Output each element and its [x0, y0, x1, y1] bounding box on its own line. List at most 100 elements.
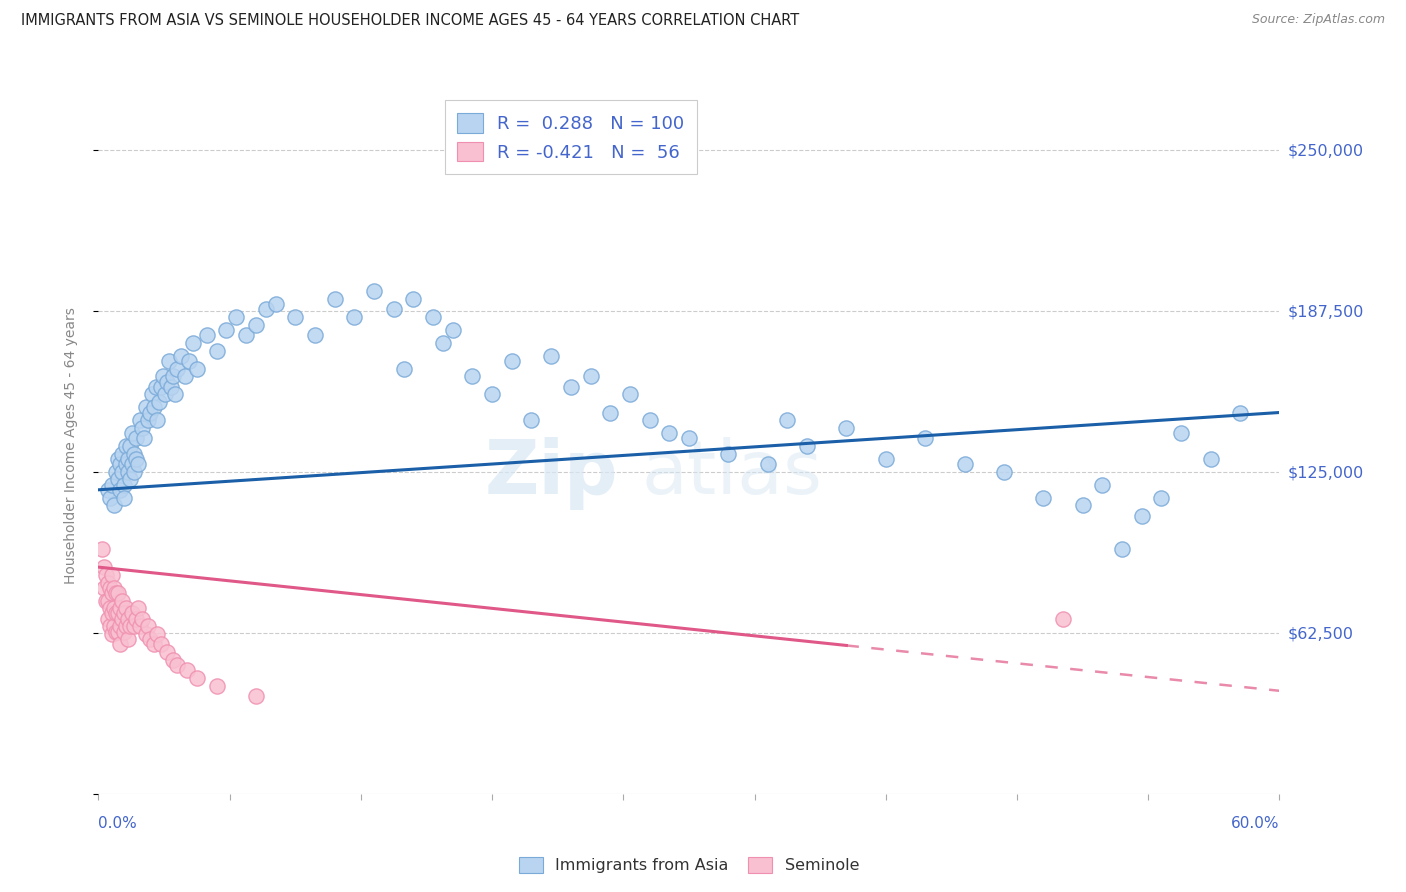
Point [245, 318, 267, 332]
Point [107, 451, 129, 466]
Point [111, 465, 134, 479]
Point [121, 426, 143, 441]
Point [162, 369, 184, 384]
Point [105, 465, 128, 479]
Point [141, 387, 163, 401]
Point [111, 612, 134, 626]
Point [579, 369, 602, 384]
Point [128, 413, 150, 427]
Point [264, 297, 287, 311]
Point [323, 292, 346, 306]
Point [461, 369, 484, 384]
Point [520, 413, 543, 427]
Point [402, 292, 425, 306]
Point [166, 361, 188, 376]
Point [101, 586, 124, 600]
Point [170, 349, 193, 363]
Legend: R =  0.288   N = 100, R = -0.421   N =  56: R = 0.288 N = 100, R = -0.421 N = 56 [444, 100, 697, 174]
Point [108, 483, 131, 497]
Point [1091, 477, 1114, 491]
Point [107, 624, 129, 639]
Point [115, 619, 138, 633]
Point [152, 369, 174, 384]
Point [560, 380, 582, 394]
Point [165, 387, 187, 401]
Point [481, 387, 503, 401]
Point [160, 380, 183, 394]
Point [91, 542, 114, 557]
Point [1130, 508, 1153, 523]
Point [501, 354, 523, 368]
Point [756, 457, 779, 471]
Point [121, 457, 143, 471]
Point [108, 601, 131, 615]
Point [186, 361, 208, 376]
Point [205, 679, 228, 693]
Point [343, 310, 366, 325]
Point [122, 465, 145, 479]
Point [122, 619, 145, 633]
Point [103, 619, 125, 633]
Point [93, 560, 115, 574]
Point [118, 619, 141, 633]
Point [155, 387, 177, 401]
Point [953, 457, 976, 471]
Point [107, 607, 129, 621]
Point [131, 612, 153, 626]
Point [177, 354, 200, 368]
Point [105, 624, 128, 639]
Point [1199, 451, 1222, 466]
Point [363, 285, 385, 299]
Point [115, 601, 138, 615]
Point [181, 335, 204, 350]
Point [245, 689, 267, 703]
Point [215, 323, 238, 337]
Point [156, 375, 179, 389]
Point [1032, 491, 1054, 505]
Point [108, 637, 131, 651]
Text: Zip: Zip [485, 437, 619, 510]
Point [107, 586, 129, 600]
Point [93, 581, 115, 595]
Point [157, 354, 180, 368]
Point [115, 439, 138, 453]
Point [98, 581, 121, 595]
Point [125, 431, 148, 445]
Point [392, 361, 415, 376]
Point [101, 477, 124, 491]
Point [101, 607, 124, 621]
Point [105, 607, 128, 621]
Point [150, 637, 173, 651]
Point [1170, 426, 1192, 441]
Point [599, 405, 621, 419]
Legend: Immigrants from Asia, Seminole: Immigrants from Asia, Seminole [512, 850, 866, 880]
Point [142, 637, 165, 651]
Point [422, 310, 444, 325]
Point [132, 431, 155, 445]
Point [205, 343, 228, 358]
Point [135, 401, 157, 415]
Point [166, 658, 188, 673]
Point [127, 457, 149, 471]
Point [914, 431, 936, 445]
Point [195, 328, 218, 343]
Point [382, 302, 405, 317]
Point [176, 663, 198, 677]
Point [121, 607, 143, 621]
Point [678, 431, 700, 445]
Point [125, 451, 148, 466]
Point [98, 601, 121, 615]
Point [135, 627, 157, 641]
Text: 60.0%: 60.0% [1232, 816, 1279, 831]
Point [97, 612, 120, 626]
Point [98, 619, 121, 633]
Point [776, 413, 799, 427]
Point [96, 593, 118, 607]
Point [117, 612, 139, 626]
Point [993, 465, 1015, 479]
Point [118, 439, 141, 453]
Point [1229, 405, 1251, 419]
Point [162, 653, 184, 667]
Point [108, 619, 131, 633]
Point [146, 413, 169, 427]
